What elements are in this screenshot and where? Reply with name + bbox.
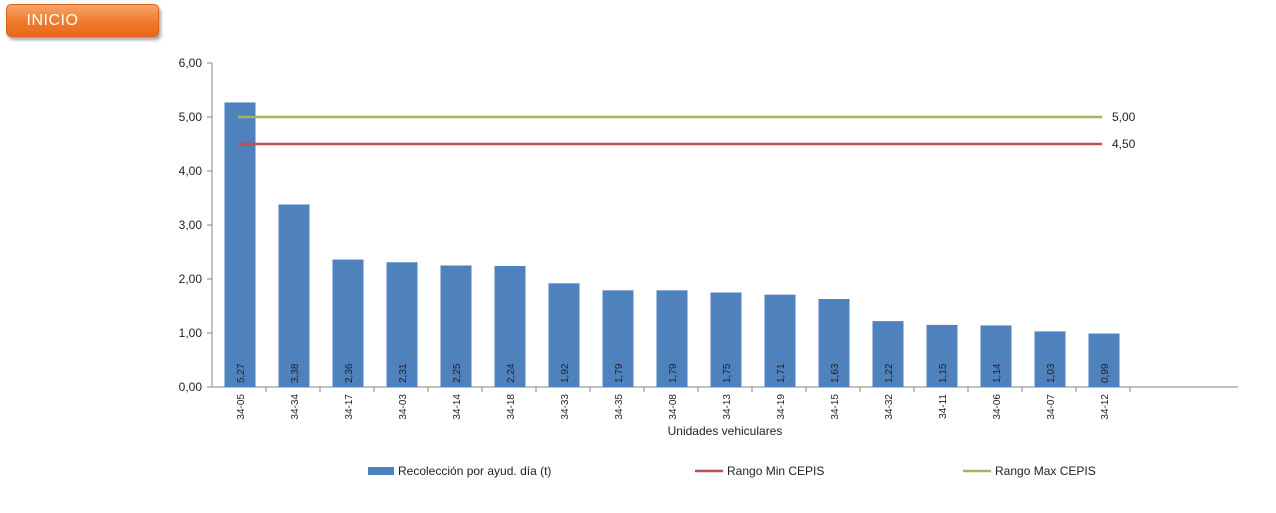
y-tick-label: 6,00	[179, 56, 203, 70]
bar	[494, 266, 526, 387]
x-tick-label: 34-15	[830, 394, 841, 420]
bar-data-label: 1,15	[938, 363, 949, 383]
x-tick-label: 34-17	[344, 394, 355, 420]
bar	[332, 259, 364, 387]
bar	[926, 324, 958, 387]
rango-max-label: 5,00	[1112, 110, 1136, 124]
bar-data-label: 2,36	[344, 363, 355, 383]
x-tick-label: 34-14	[452, 394, 463, 420]
bar-data-label: 1,92	[560, 363, 571, 383]
bar-data-label: 1,79	[614, 363, 625, 383]
bar	[386, 262, 418, 387]
x-tick-label: 34-03	[398, 394, 409, 420]
bar-data-label: 0,99	[1100, 363, 1111, 383]
x-tick-label: 34-33	[560, 394, 571, 420]
legend-label-rango-max: Rango Max CEPIS	[995, 464, 1096, 478]
y-tick-label: 5,00	[179, 110, 203, 124]
bar	[278, 204, 310, 387]
y-tick-label: 1,00	[179, 326, 203, 340]
bar	[440, 265, 472, 387]
bar-data-label: 1,79	[668, 363, 679, 383]
bar	[1088, 333, 1120, 387]
x-tick-label: 34-18	[506, 394, 517, 420]
y-tick-label: 2,00	[179, 272, 203, 286]
legend-swatch-recoleccion	[368, 467, 394, 475]
x-axis-title: Unidades vehiculares	[668, 424, 783, 438]
bar-data-label: 3,38	[290, 363, 301, 383]
y-tick-label: 3,00	[179, 218, 203, 232]
x-tick-label: 34-35	[614, 394, 625, 420]
x-tick-label: 34-05	[236, 394, 247, 420]
bar-data-label: 1,22	[884, 363, 895, 383]
bar	[548, 283, 580, 387]
bar-data-label: 1,63	[830, 363, 841, 383]
legend-label-recoleccion: Recolección por ayud. día (t)	[398, 464, 551, 478]
rango-min-label: 4,50	[1112, 137, 1136, 151]
bar-data-label: 2,25	[452, 363, 463, 383]
y-tick-label: 4,00	[179, 164, 203, 178]
bar	[656, 290, 688, 387]
bar	[980, 325, 1012, 387]
x-tick-label: 34-34	[290, 394, 301, 420]
bar	[1034, 331, 1066, 387]
x-tick-label: 34-13	[722, 394, 733, 420]
legend-label-rango-min: Rango Min CEPIS	[727, 464, 824, 478]
bar	[764, 294, 796, 387]
x-tick-label: 34-11	[938, 394, 949, 419]
bar-data-label: 2,31	[398, 363, 409, 383]
bar	[602, 290, 634, 387]
x-tick-label: 34-08	[668, 394, 679, 420]
y-tick-label: 0,00	[179, 380, 203, 394]
x-tick-label: 34-19	[776, 394, 787, 420]
x-tick-label: 34-06	[992, 394, 1003, 420]
x-tick-label: 34-12	[1100, 394, 1111, 420]
bar-data-label: 1,03	[1046, 363, 1057, 383]
bar-data-label: 2,24	[506, 363, 517, 383]
bar-data-label: 1,75	[722, 363, 733, 383]
inicio-button[interactable]: INICIO	[6, 4, 159, 37]
bar-data-label: 1,14	[992, 363, 1003, 383]
bar	[818, 298, 850, 387]
bar-data-label: 5,27	[236, 363, 247, 383]
bar-data-label: 1,71	[776, 363, 787, 383]
x-tick-label: 34-07	[1046, 394, 1057, 420]
bar	[224, 102, 256, 388]
x-tick-label: 34-32	[884, 394, 895, 420]
inicio-button-label: INICIO	[26, 11, 79, 29]
bar	[872, 321, 904, 387]
bar	[710, 292, 742, 387]
